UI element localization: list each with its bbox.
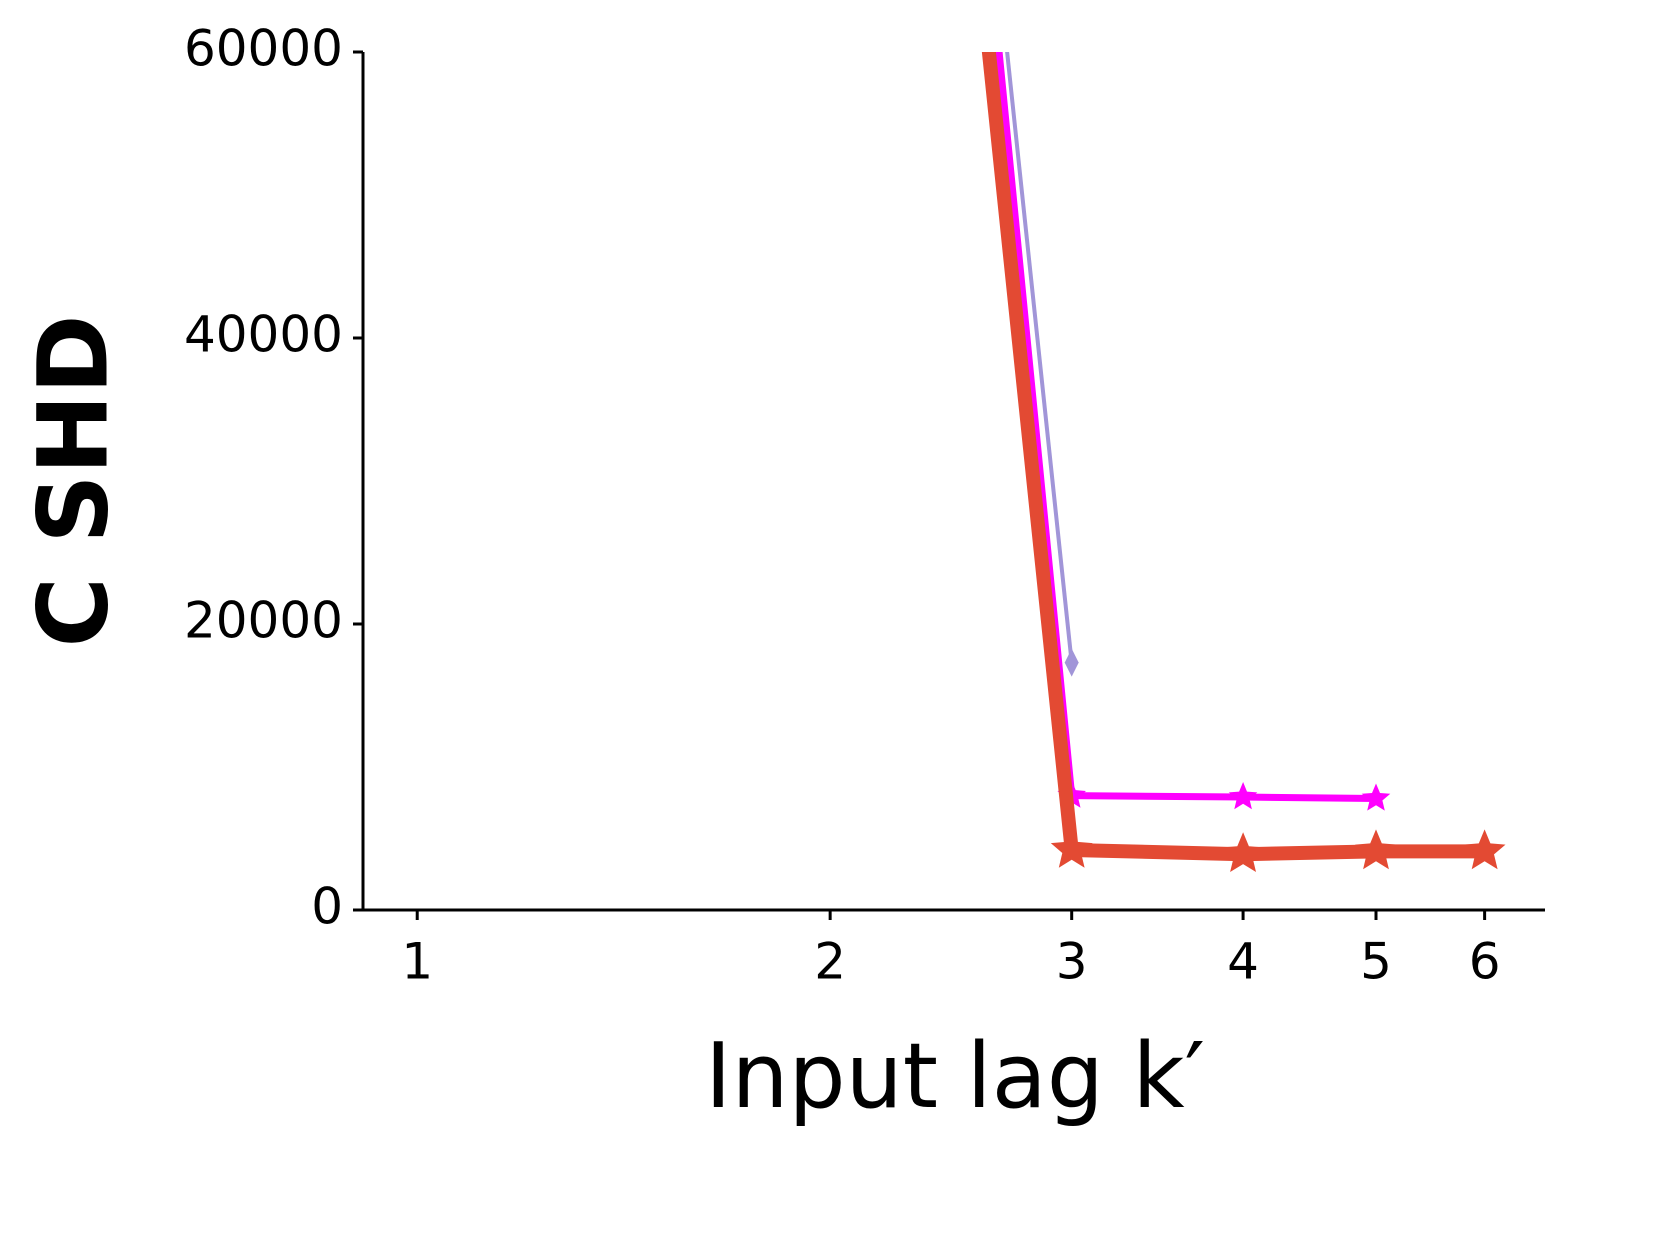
y-tick-label: 60000 [184,20,343,78]
x-tick-label: 2 [814,933,846,991]
x-tick-label: 1 [401,933,433,991]
marker [1361,783,1391,811]
y-tick-label: 0 [311,878,343,936]
y-axis-label: C SHD [17,314,129,647]
x-axis-label: Input lag k′ [705,1024,1205,1129]
x-tick-label: 3 [1056,933,1088,991]
marker [1228,782,1258,810]
marker [1050,827,1093,868]
marker [1463,829,1506,870]
plot-area [981,52,1506,872]
marker [1064,648,1079,677]
series-line [995,52,1377,802]
x-tick-label: 5 [1360,933,1392,991]
y-tick-label: 20000 [184,592,343,650]
y-tick-label: 40000 [184,306,343,364]
axes: 0 20000 40000 60000 1 2 3 4 5 6 [184,20,1545,991]
series-line [981,52,1485,862]
marker [1222,832,1264,872]
marker [1355,829,1397,870]
x-tick-label: 6 [1469,933,1501,991]
x-tick-label: 4 [1227,933,1259,991]
series-line [1005,52,1074,663]
